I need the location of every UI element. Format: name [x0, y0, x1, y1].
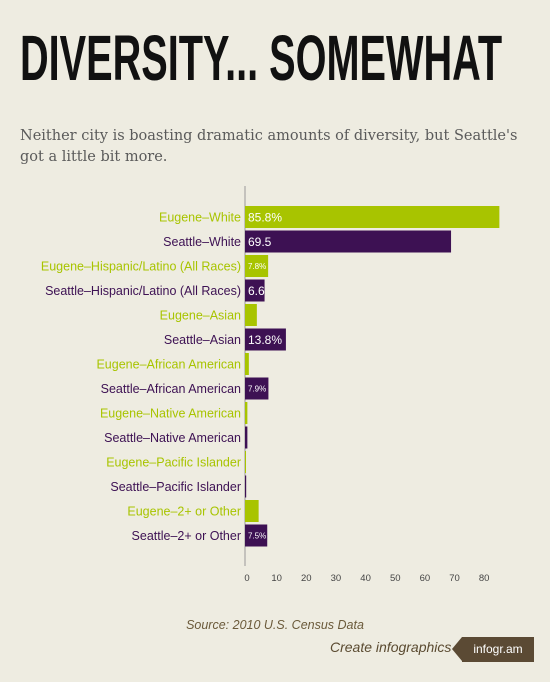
- bar: [245, 377, 269, 400]
- category-label: Seattle–White: [163, 235, 241, 249]
- page-subtitle: Neither city is boasting dramatic amount…: [20, 128, 518, 165]
- create-infographics-link[interactable]: Create infographics: [330, 639, 452, 655]
- category-label: Eugene–White: [159, 211, 241, 225]
- bar: [245, 304, 257, 326]
- x-tick-label: 50: [390, 573, 401, 584]
- x-tick-label: 20: [301, 573, 312, 584]
- data-label: 7.9%: [248, 385, 266, 394]
- x-tick-label: 70: [449, 573, 460, 584]
- bar: [245, 353, 249, 375]
- x-tick-label: 0: [244, 573, 249, 584]
- bar: [245, 279, 265, 302]
- data-label: 7.5%: [248, 532, 266, 541]
- bar: [245, 328, 286, 351]
- bar: [245, 475, 247, 498]
- category-label: Seattle–Asian: [164, 333, 241, 347]
- bar: [245, 255, 269, 277]
- category-label: Eugene–Pacific Islander: [106, 456, 241, 470]
- data-label: 85.8%: [248, 211, 282, 225]
- bar: [245, 524, 268, 547]
- data-label: 7.8%: [248, 262, 266, 271]
- data-label: 69.5: [248, 235, 272, 249]
- category-label: Eugene–African American: [96, 358, 241, 372]
- category-label: Seattle–2+ or Other: [132, 529, 241, 543]
- source-note: Source: 2010 U.S. Census Data: [186, 618, 364, 632]
- bar: [245, 451, 246, 473]
- category-label: Eugene–Native American: [100, 407, 241, 421]
- page-title: DIVERSITY... SOMEWHAT: [20, 22, 503, 94]
- x-tick-label: 40: [360, 573, 371, 584]
- category-label: Eugene–Hispanic/Latino (All Races): [41, 260, 241, 274]
- category-label: Seattle–Pacific Islander: [110, 480, 241, 494]
- data-label: 6.6: [248, 284, 265, 298]
- bar: [245, 426, 248, 449]
- bar: [245, 206, 500, 228]
- bar-chart: Eugene–White 85.8% Seattle–White 69.5 Eugene…: [41, 186, 500, 584]
- bar: [245, 230, 452, 253]
- bar: [245, 500, 259, 522]
- x-tick-label: 30: [331, 573, 342, 584]
- data-label: 13.8%: [248, 333, 282, 347]
- category-label: Seattle–African American: [101, 382, 241, 396]
- bar: [245, 402, 248, 424]
- x-tick-label: 80: [479, 573, 490, 584]
- category-label: Seattle–Hispanic/Latino (All Races): [45, 284, 241, 298]
- category-label: Seattle–Native American: [104, 431, 241, 445]
- infogram-badge[interactable]: infogr.am: [452, 637, 534, 662]
- x-tick-label: 60: [420, 573, 431, 584]
- category-label: Eugene–2+ or Other: [127, 505, 241, 519]
- category-label: Eugene–Asian: [160, 309, 241, 323]
- x-tick-label: 10: [271, 573, 282, 584]
